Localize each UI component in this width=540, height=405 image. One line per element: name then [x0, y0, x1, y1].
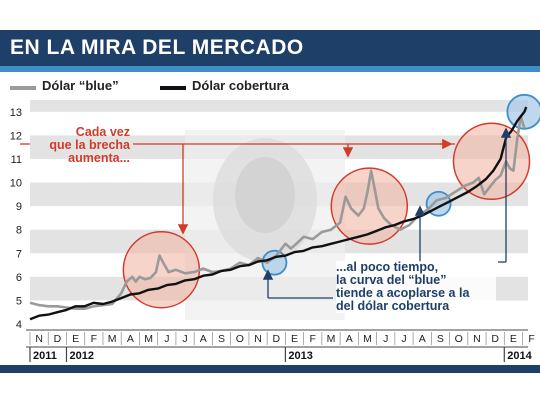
x-tick-month-label: N	[35, 333, 43, 345]
y-tick-label: 5	[16, 295, 22, 307]
annotation-gap-line: que la brecha	[49, 138, 130, 152]
y-tick-label: 10	[10, 178, 22, 190]
x-tick-month-label: O	[455, 333, 463, 345]
x-tick-month-label: O	[236, 333, 244, 345]
x-year-label: 2014	[507, 350, 532, 362]
gap-highlight-circle	[330, 167, 409, 245]
annotation-converge-line: tiende a acoplarse a la	[336, 286, 470, 300]
x-tick-month-label: A	[200, 333, 207, 345]
annotation-converge-line: del dólar cobertura	[336, 299, 450, 313]
series-line-cobertura	[29, 106, 528, 321]
y-tick-label: 6	[16, 272, 22, 284]
dollar-bill-watermark	[185, 130, 345, 320]
y-tick-label: 12	[10, 130, 22, 142]
y-tick-label: 4	[16, 319, 22, 331]
annotation-converge-line: ...al poco tiempo,	[336, 260, 439, 274]
x-tick-month-label: N	[254, 333, 262, 345]
y-axis-ticks: 4 5 6 7 8 9 10 11 12 13	[10, 107, 22, 331]
x-tick-month-label: J	[383, 333, 388, 345]
legend-label-cobertura: Dólar cobertura	[192, 78, 289, 93]
annotation-gap-line: aumenta...	[68, 151, 130, 165]
x-tick-month-label: J	[182, 333, 187, 345]
legend-swatch-blue	[10, 86, 36, 90]
legend-label-blue: Dólar “blue”	[42, 78, 119, 93]
x-tick-month-label: D	[54, 333, 62, 345]
annotation-converge: ...al poco tiempo, la curva del “blue” t…	[336, 261, 496, 313]
x-tick-month-label: D	[491, 333, 499, 345]
x-tick-month-label: E	[510, 333, 517, 345]
title-bar: EN LA MIRA DEL MERCADO	[0, 30, 540, 72]
chart-title: EN LA MIRA DEL MERCADO	[10, 36, 304, 59]
x-tick-month-label: M	[144, 333, 153, 345]
x-tick-month-label: D	[272, 333, 280, 345]
x-tick-month-label: E	[291, 333, 298, 345]
x-tick-month-label: F	[310, 333, 316, 345]
x-tick-month-label: J	[401, 333, 406, 345]
annotation-gap: Cada vez que la brecha aumenta...	[18, 126, 130, 165]
x-tick-month-label: M	[327, 333, 336, 345]
x-tick-month-label: A	[419, 333, 426, 345]
x-tick-month-label: M	[363, 333, 372, 345]
bottom-bar	[0, 365, 540, 373]
x-tick-month-label: F	[91, 333, 97, 345]
y-tick-label: 7	[16, 248, 22, 260]
x-tick-month-label: A	[127, 333, 134, 345]
gridline-band	[30, 100, 528, 112]
annotation-converge-line: la curva del “blue”	[336, 273, 447, 287]
x-tick-month-label: J	[164, 333, 169, 345]
annotation-arrows	[20, 127, 512, 299]
y-tick-label: 11	[11, 154, 22, 166]
legend: Dólar “blue” Dólar cobertura	[0, 78, 540, 96]
y-tick-label: 8	[16, 225, 22, 237]
legend-swatch-cobertura	[160, 86, 186, 90]
gap-highlight-circle	[452, 122, 531, 201]
x-tick-month-label: E	[72, 333, 79, 345]
y-tick-label: 13	[10, 107, 22, 119]
x-tick-month-label: F	[528, 333, 534, 345]
x-tick-month-label: N	[473, 333, 481, 345]
x-year-label: 2012	[69, 350, 93, 362]
x-tick-month-label: S	[218, 333, 225, 345]
x-year-label: 2013	[288, 350, 312, 362]
x-tick-month-label: A	[346, 333, 353, 345]
x-year-label: 2011	[33, 350, 57, 362]
x-tick-month-label: M	[108, 333, 117, 345]
series-lines	[29, 106, 528, 321]
x-tick-month-label: S	[437, 333, 444, 345]
series-line-blue	[29, 115, 526, 310]
annotation-gap-line: Cada vez	[75, 125, 130, 139]
gap-highlight-circle	[122, 231, 201, 309]
y-tick-label: 9	[16, 201, 22, 213]
